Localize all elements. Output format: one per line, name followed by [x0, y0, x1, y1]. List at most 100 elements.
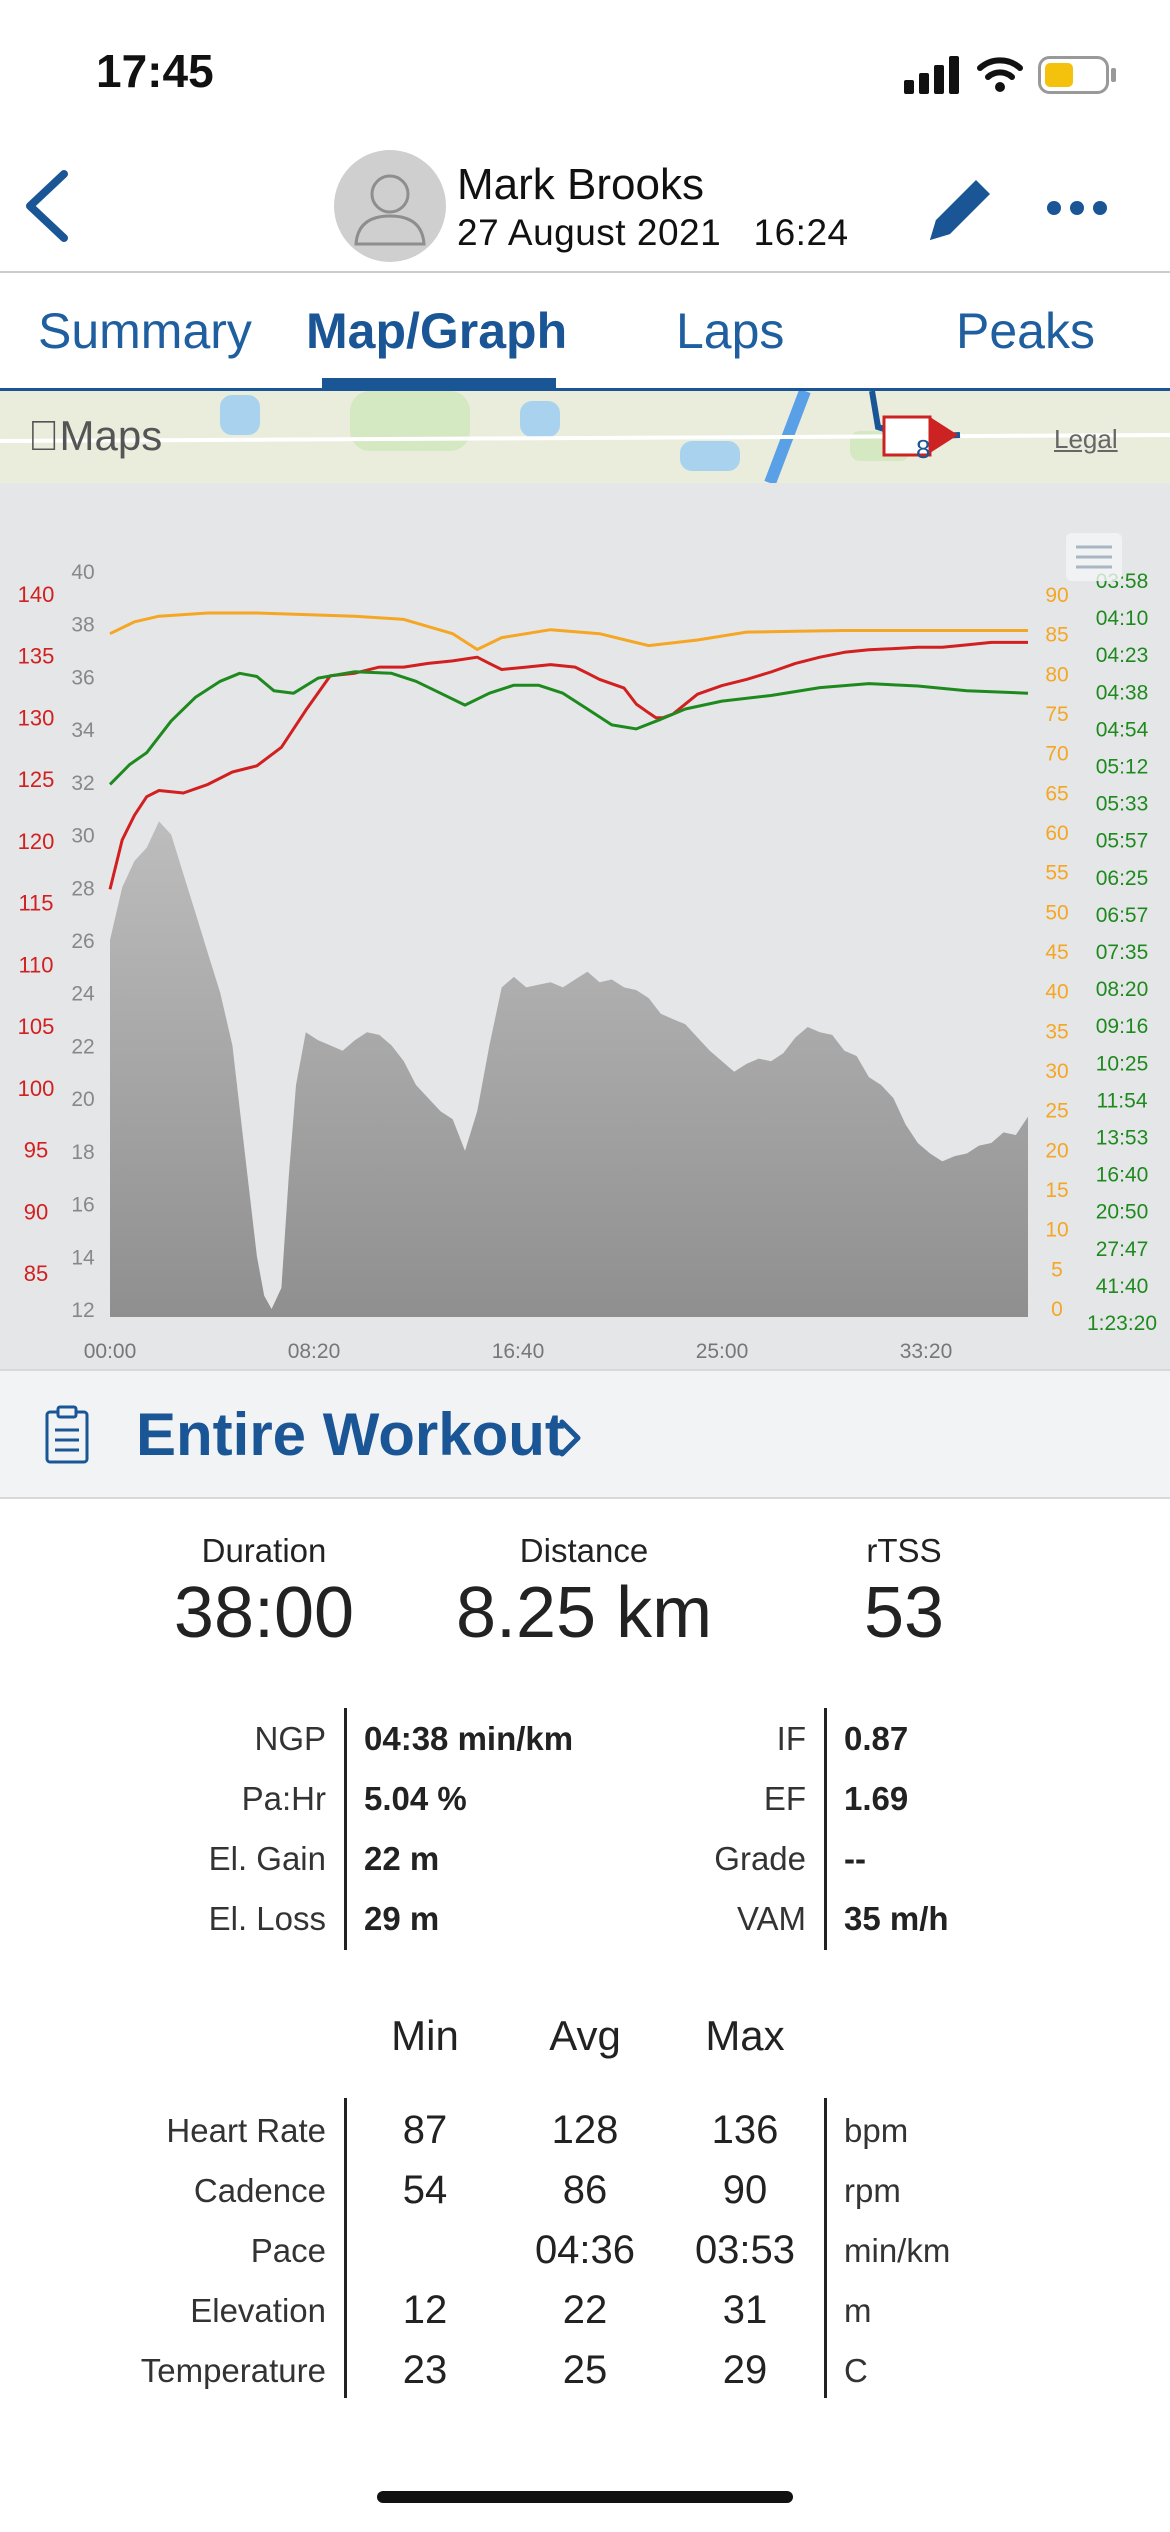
- pace-axis-tick: 09:16: [1096, 1015, 1149, 1038]
- header-divider: [0, 271, 1170, 273]
- metric-value-ngp: 04:38 min/km: [364, 1720, 574, 1757]
- workout-range-label[interactable]: Entire Workout: [136, 1401, 565, 1468]
- metric-value-pa-hr: 5.04 %: [364, 1780, 467, 1817]
- table-cell-avg: 22: [562, 2288, 608, 2332]
- cadence-axis-tick: 70: [1045, 743, 1068, 766]
- cadence-axis-tick: 60: [1045, 822, 1068, 845]
- table-cell-avg: 128: [551, 2108, 619, 2152]
- cadence-axis-tick: 40: [1045, 981, 1068, 1004]
- hr-axis-tick: 120: [18, 829, 55, 854]
- metric-label-ef: EF: [763, 1780, 806, 1817]
- table-cell-unit: C: [844, 2352, 868, 2389]
- metric-label-pa-hr: Pa:Hr: [241, 1780, 326, 1817]
- hr-axis-tick: 105: [18, 1014, 55, 1039]
- more-options-icon[interactable]: [1046, 198, 1108, 218]
- elevation-axis-tick: 26: [71, 930, 94, 953]
- elevation-axis-tick: 12: [71, 1299, 94, 1322]
- x-axis-tick: 08:20: [288, 1340, 341, 1363]
- pace-axis-tick: 08:20: [1096, 978, 1149, 1001]
- table-row-label: Pace: [250, 2232, 326, 2269]
- cadence-axis-tick: 75: [1045, 703, 1068, 726]
- pace-axis-tick: 20:50: [1096, 1201, 1149, 1224]
- back-chevron-icon[interactable]: [22, 168, 72, 244]
- tab-map-graph[interactable]: Map/Graph: [306, 303, 568, 359]
- elevation-axis-tick: 16: [71, 1194, 94, 1217]
- elevation-axis-tick: 20: [71, 1088, 94, 1111]
- avatar[interactable]: [334, 150, 446, 262]
- cadence-axis-tick: 10: [1045, 1219, 1068, 1242]
- table-cell-avg: 25: [562, 2348, 608, 2392]
- cadence-line: [109, 611, 1028, 651]
- table-cell-min: 87: [402, 2108, 448, 2152]
- workout-range-selector[interactable]: [0, 1369, 1170, 1499]
- heart-rate-line: [108, 640, 1028, 890]
- tab-peaks[interactable]: Peaks: [956, 303, 1095, 359]
- distance-label: Distance: [519, 1532, 649, 1569]
- maps-logo-text: Maps: [28, 412, 163, 459]
- metric-label-el-loss: El. Loss: [208, 1900, 326, 1937]
- route-map[interactable]: [0, 391, 1170, 483]
- table-cell-min: 23: [402, 2348, 448, 2392]
- workout-chart[interactable]: 1401351301251201151101051009590854038363…: [0, 483, 1170, 1369]
- pace-axis-tick: 27:47: [1096, 1238, 1149, 1261]
- elevation-axis-tick: 30: [71, 825, 94, 848]
- pace-axis-tick: 06:57: [1096, 904, 1149, 927]
- tab-summary[interactable]: Summary: [38, 303, 252, 359]
- elevation-axis-tick: 14: [71, 1246, 95, 1269]
- pace-axis-tick: 07:35: [1096, 941, 1149, 964]
- table-header-avg: Avg: [549, 2012, 621, 2059]
- metric-value-ef: 1.69: [844, 1780, 909, 1817]
- table-cell-min: 12: [402, 2288, 448, 2332]
- cadence-axis-tick: 90: [1045, 584, 1068, 607]
- pace-axis-tick: 05:12: [1096, 756, 1149, 779]
- metric-value-el-gain: 22 m: [364, 1840, 440, 1877]
- pace-axis-tick: 06:25: [1096, 867, 1149, 890]
- elevation-axis-tick: 28: [71, 877, 94, 900]
- edit-pencil-icon[interactable]: [922, 172, 998, 248]
- elevation-axis-tick: 36: [71, 666, 94, 689]
- hr-axis-tick: 85: [24, 1261, 48, 1286]
- table-row-label: Cadence: [193, 2172, 326, 2209]
- cadence-axis-tick: 55: [1045, 862, 1068, 885]
- pace-axis-tick: 04:23: [1096, 644, 1149, 667]
- workout-date: 27 August 2021: [457, 212, 722, 253]
- elevation-axis-tick: 40: [71, 561, 94, 584]
- hr-axis-tick: 115: [18, 891, 53, 916]
- duration-value: 38:00: [173, 1573, 355, 1653]
- maps-legal-link[interactable]: Legal: [1054, 424, 1118, 454]
- table-cell-avg: 86: [562, 2168, 608, 2212]
- x-axis-tick: 33:20: [900, 1340, 953, 1363]
- graph-menu-icon[interactable]: [1066, 533, 1122, 581]
- table-cell-unit: bpm: [844, 2112, 909, 2149]
- hr-axis-tick: 130: [18, 705, 55, 730]
- chevron-right-icon[interactable]: [558, 1418, 582, 1458]
- pace-axis-tick: 16:40: [1096, 1164, 1149, 1187]
- route-marker-label: 8: [916, 434, 931, 464]
- pace-axis-tick: 04:38: [1096, 681, 1149, 704]
- table-row-label: Temperature: [140, 2352, 326, 2389]
- table-header-min: Min: [391, 2012, 459, 2059]
- pace-axis-tick: 04:10: [1096, 607, 1149, 630]
- hr-axis-tick: 125: [18, 767, 55, 792]
- pace-axis-tick: 1:23:20: [1087, 1312, 1157, 1335]
- tab-laps[interactable]: Laps: [676, 303, 785, 359]
- status-time: 17:45: [96, 45, 214, 97]
- tabs-divider: [0, 388, 1170, 391]
- table-cell-max: 03:53: [694, 2228, 796, 2272]
- metrics-divider-right: [824, 1708, 827, 1950]
- cadence-axis-tick: 65: [1045, 782, 1068, 805]
- metric-label-ngp: NGP: [254, 1720, 326, 1757]
- metric-label-el-gain: El. Gain: [208, 1840, 326, 1877]
- home-indicator[interactable]: [377, 2491, 793, 2503]
- pace-axis-tick: 05:33: [1096, 793, 1149, 816]
- cadence-axis-tick: 0: [1051, 1298, 1063, 1321]
- active-tab-indicator: [322, 378, 556, 390]
- cadence-axis-tick: 30: [1045, 1060, 1068, 1083]
- elevation-axis-tick: 22: [71, 1035, 94, 1058]
- metric-label-vam: VAM: [736, 1900, 806, 1937]
- elevation-area: [110, 821, 1028, 1317]
- table-cell-avg: 04:36: [534, 2228, 636, 2272]
- cellular-signal-icon: [904, 56, 959, 94]
- elevation-axis-tick: 32: [71, 772, 94, 795]
- table-cell-min: 54: [402, 2168, 448, 2212]
